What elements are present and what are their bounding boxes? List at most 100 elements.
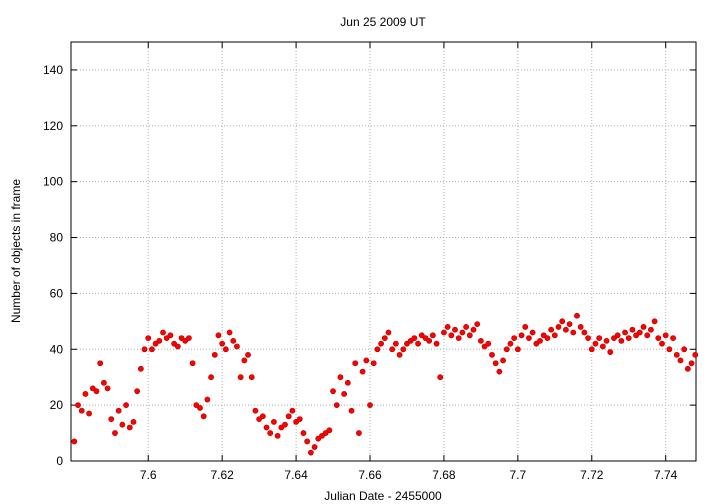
point (75, 402, 81, 409)
point (189, 360, 196, 367)
y-tick-label: 60 (50, 286, 64, 300)
point (599, 343, 606, 350)
point (514, 346, 521, 353)
point (618, 337, 625, 344)
x-tick-label: 7.64 (284, 468, 308, 482)
point (104, 385, 111, 392)
point (500, 357, 506, 364)
point (441, 329, 447, 336)
point (677, 357, 684, 364)
x-tick-label: 7.62 (210, 468, 234, 482)
point (208, 374, 214, 381)
point (474, 321, 481, 328)
point (130, 418, 137, 425)
point (555, 324, 562, 330)
point (234, 343, 240, 350)
point (614, 332, 621, 339)
point (145, 335, 152, 341)
point (548, 326, 555, 333)
point (607, 349, 614, 355)
point (681, 346, 688, 353)
point (167, 332, 174, 339)
point (489, 351, 495, 358)
point (537, 337, 543, 344)
point (333, 402, 340, 409)
point (544, 335, 551, 341)
point (211, 351, 218, 358)
point (392, 340, 399, 347)
point (248, 374, 255, 381)
point (160, 329, 166, 336)
point (507, 340, 514, 347)
point (396, 351, 403, 358)
point (304, 438, 311, 445)
point (263, 424, 270, 431)
point (559, 318, 566, 325)
point (200, 413, 207, 420)
point (485, 340, 492, 347)
point (186, 335, 192, 341)
point (222, 346, 229, 353)
point (289, 407, 296, 414)
x-tick-label: 7.66 (358, 468, 382, 482)
point (426, 337, 433, 344)
point (688, 360, 695, 367)
point (651, 318, 658, 325)
point (518, 332, 525, 339)
y-tick-label: 40 (50, 342, 64, 356)
point (655, 335, 662, 341)
point (156, 337, 163, 344)
point (529, 329, 536, 336)
point (282, 421, 288, 428)
point (400, 346, 407, 353)
point (644, 332, 651, 339)
point (215, 332, 222, 339)
y-tick-label: 120 (43, 119, 63, 133)
point (82, 391, 89, 397)
point (389, 346, 396, 353)
point (429, 332, 436, 339)
point (352, 360, 359, 367)
y-tick-label: 140 (43, 63, 63, 77)
point (648, 326, 654, 333)
point (596, 335, 603, 341)
point (437, 374, 444, 381)
x-tick-label: 7.7 (510, 468, 527, 482)
point (112, 430, 118, 436)
point (463, 324, 470, 330)
point (622, 329, 628, 336)
point (666, 346, 673, 353)
point (466, 332, 473, 339)
point (370, 360, 377, 367)
point (477, 337, 484, 344)
point (230, 337, 237, 344)
point (115, 407, 122, 414)
point (311, 444, 318, 450)
y-tick-label: 80 (50, 231, 64, 245)
point (433, 340, 440, 347)
point (551, 332, 558, 339)
point (522, 324, 529, 330)
y-axis-label: Number of objects in frame (9, 179, 23, 323)
point (585, 335, 591, 341)
point (562, 326, 569, 333)
point (662, 332, 669, 339)
point (141, 346, 148, 353)
point (574, 312, 580, 319)
point (640, 324, 647, 330)
point (119, 421, 126, 428)
point (492, 360, 499, 367)
point (341, 391, 348, 397)
point (344, 379, 351, 386)
point (300, 430, 307, 436)
point (566, 321, 573, 328)
point (237, 374, 244, 381)
point (496, 368, 503, 375)
point (307, 449, 314, 456)
point (274, 432, 281, 439)
point (326, 427, 333, 434)
point (149, 346, 155, 353)
point (137, 365, 144, 372)
point (348, 407, 355, 414)
